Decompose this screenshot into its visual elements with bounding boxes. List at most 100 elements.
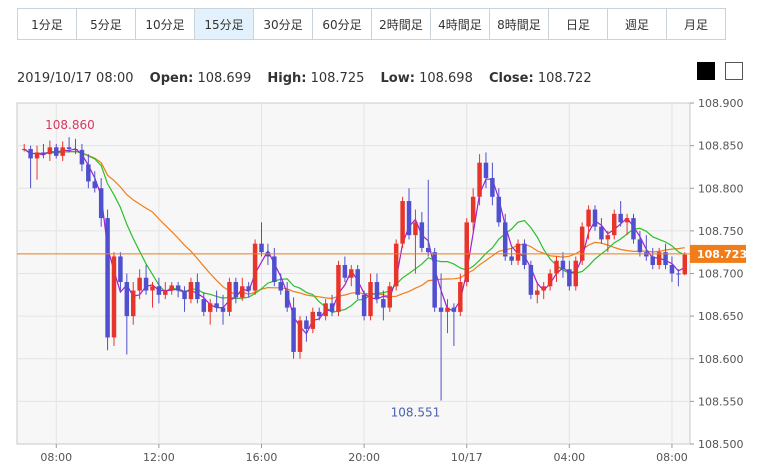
candle-body — [445, 307, 450, 312]
x-tick-label: 04:00 — [553, 451, 585, 464]
y-tick-label: 108.900 — [698, 97, 744, 110]
candle-body — [182, 290, 187, 300]
current-price-tag — [690, 244, 746, 263]
tab-1[interactable]: 1分足 — [18, 9, 77, 39]
high-annotation: 108.860 — [45, 118, 95, 132]
candle-body — [637, 239, 643, 253]
candle-body — [612, 213, 617, 236]
candle-body — [528, 264, 534, 295]
open-label: Open: — [149, 71, 194, 86]
candle-body — [130, 290, 136, 317]
candle-body — [207, 303, 213, 312]
candle-body — [60, 147, 65, 156]
candle-body — [21, 149, 27, 151]
candle-body — [567, 269, 572, 287]
x-tick-label: 08:00 — [656, 451, 688, 464]
candle-body — [676, 273, 681, 275]
close-value: 108.722 — [537, 71, 592, 86]
candle-body — [297, 320, 303, 352]
tab-6[interactable]: 60分足 — [313, 9, 372, 39]
low-label: Low: — [380, 71, 415, 86]
candle-body — [175, 285, 181, 291]
candle-body — [310, 311, 316, 329]
candle-body — [592, 209, 598, 227]
candle-body — [477, 162, 482, 197]
y-tick-label: 108.550 — [698, 395, 744, 408]
candle-body — [316, 311, 322, 317]
ohlc-readout: 2019/10/17 08:00 Open: 108.699 High: 108… — [17, 71, 592, 86]
candle-body — [28, 149, 33, 159]
candle-body — [201, 299, 207, 312]
y-tick-label: 108.750 — [698, 225, 744, 238]
candle-body — [451, 307, 457, 312]
candle-body — [92, 181, 97, 189]
candle-body — [490, 178, 495, 197]
candle-body — [624, 218, 630, 223]
candle-body — [605, 235, 611, 240]
candle-body — [669, 264, 675, 274]
y-tick-label: 108.650 — [698, 310, 744, 323]
candle-body — [214, 303, 219, 308]
candle-body — [368, 282, 373, 317]
candle-body — [432, 252, 437, 308]
candle-body — [105, 218, 110, 338]
tab-4[interactable]: 15分足 — [195, 9, 254, 39]
x-tick-label: 16:00 — [246, 451, 278, 464]
tab-3[interactable]: 10分足 — [136, 9, 195, 39]
tab-5[interactable]: 30分足 — [254, 9, 313, 39]
candle-body — [111, 256, 117, 338]
light-theme-button[interactable] — [725, 62, 743, 80]
candle-body — [195, 282, 200, 300]
tab-9[interactable]: 8時間足 — [490, 9, 549, 39]
candle-body — [169, 285, 174, 291]
candle-body — [124, 282, 130, 317]
candle-body — [227, 282, 232, 312]
ohlc-datetime: 2019/10/17 08:00 — [17, 71, 134, 86]
candle-body — [413, 222, 418, 236]
candle-body — [535, 290, 540, 295]
candle-body — [586, 209, 591, 227]
candle-body — [458, 282, 463, 312]
candle-body — [547, 273, 553, 287]
candle-body — [66, 147, 72, 150]
candle-body — [470, 196, 476, 223]
candle-body — [73, 149, 78, 151]
candle-body — [355, 269, 360, 295]
candle-body — [631, 218, 636, 240]
y-tick-label: 108.600 — [698, 353, 744, 366]
candle-body — [137, 277, 142, 291]
candle-body — [656, 252, 662, 265]
tab-12[interactable]: 月足 — [683, 17, 708, 32]
candle-body — [393, 243, 399, 287]
tab-10[interactable]: 日足 — [549, 9, 608, 39]
candle-body — [496, 196, 502, 223]
candle-body — [156, 286, 162, 295]
close-label: Close: — [489, 71, 534, 86]
candle-body — [284, 290, 290, 308]
low-value: 108.698 — [419, 71, 473, 86]
y-tick-label: 108.850 — [698, 140, 744, 153]
candle-body — [419, 222, 425, 248]
candle-body — [682, 254, 688, 275]
candle-body — [163, 290, 168, 295]
current-price-value: 108.723 — [697, 248, 747, 261]
candle-body — [400, 201, 405, 244]
candle-body — [426, 247, 431, 253]
tab-2[interactable]: 5分足 — [77, 9, 136, 39]
x-tick-label: 12:00 — [143, 451, 175, 464]
candle-body — [381, 299, 386, 308]
high-label: High: — [267, 71, 307, 86]
x-tick-label: 08:00 — [40, 451, 72, 464]
candle-body — [304, 320, 309, 329]
y-tick-label: 108.800 — [698, 182, 744, 195]
dark-theme-button[interactable] — [697, 62, 715, 80]
candle-body — [349, 269, 354, 278]
candle-body — [650, 256, 655, 265]
candle-body — [554, 260, 559, 274]
candle-body — [464, 222, 469, 283]
candle-body — [342, 264, 348, 278]
tab-8[interactable]: 4時間足 — [431, 9, 490, 39]
tab-7[interactable]: 2時間足 — [372, 9, 431, 39]
tab-11[interactable]: 週足 — [608, 9, 667, 39]
